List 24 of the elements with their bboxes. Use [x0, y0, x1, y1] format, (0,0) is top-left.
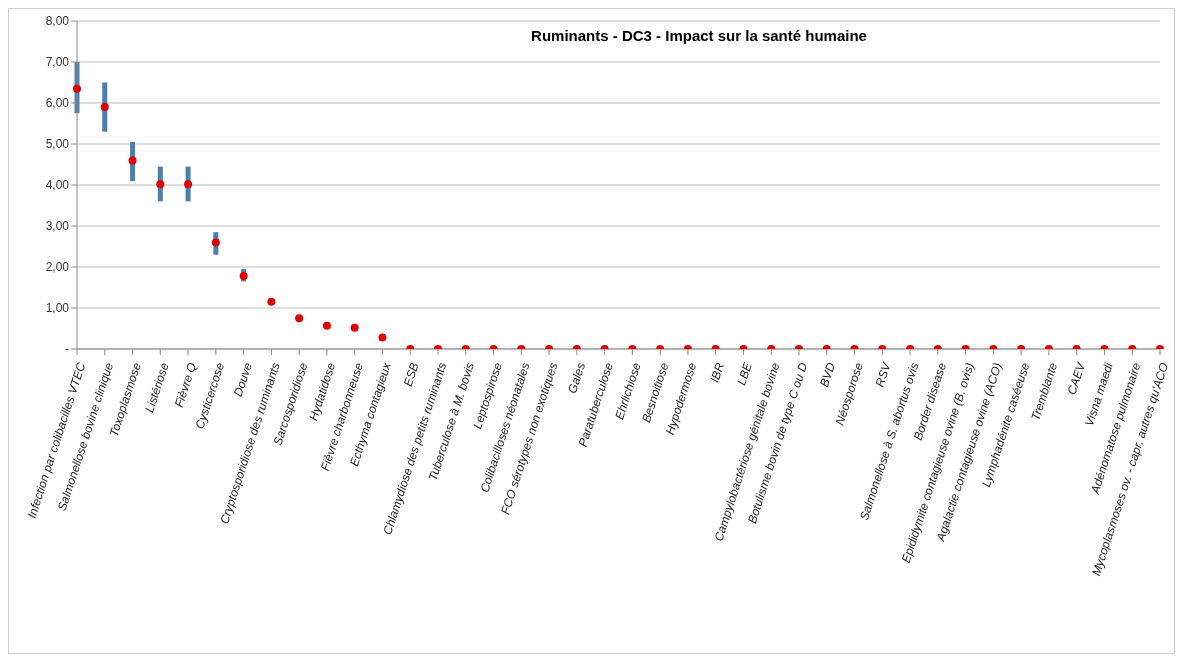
point [128, 156, 137, 165]
point [211, 238, 220, 247]
x-tick-label: CAEV [1064, 360, 1089, 397]
y-tick-label: - [65, 342, 69, 357]
y-tick-label: 1,00 [45, 301, 70, 316]
x-tick-label: BVD [817, 360, 839, 389]
x-tick-label: LBE [734, 359, 756, 387]
y-tick-label: 5,00 [45, 137, 70, 152]
y-tick-label: 3,00 [45, 219, 70, 234]
y-tick-label: 6,00 [45, 96, 70, 111]
point [156, 180, 165, 189]
x-tick-label: Fièvre Q [171, 360, 200, 410]
chart-title: Ruminants - DC3 - Impact sur la santé humaine [530, 27, 868, 44]
point [73, 84, 81, 93]
point [100, 103, 109, 112]
x-tick-label: Douve [230, 360, 255, 399]
x-tick-label: ESB [400, 360, 422, 389]
x-tick-label: RSV [872, 360, 894, 389]
y-tick-label: 8,00 [45, 14, 70, 29]
point [184, 180, 193, 189]
x-tick-label: IBR [707, 360, 728, 385]
y-tick-label: 2,00 [45, 260, 70, 275]
y-tick-label: 7,00 [45, 55, 70, 70]
y-tick-label: 4,00 [45, 178, 70, 193]
